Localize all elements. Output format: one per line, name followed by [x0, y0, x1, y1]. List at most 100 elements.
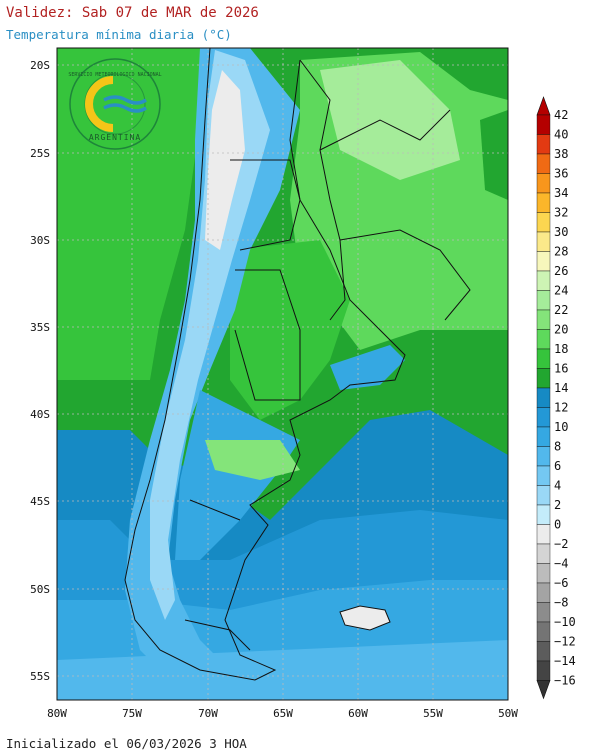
malvinas-islands — [339, 605, 391, 631]
coastlines-borders — [124, 48, 471, 681]
lon-label: 50W — [498, 707, 518, 720]
logo-wave-icon — [103, 103, 147, 113]
legend-level-label: 20 — [554, 323, 568, 337]
legend-swatch — [536, 348, 551, 369]
legend-swatch — [536, 426, 551, 447]
legend-swatch — [536, 329, 551, 350]
legend-level-label: −4 — [554, 557, 568, 571]
latitude-labels: 20S 25S 30S 35S 40S 45S 50S 55S — [30, 59, 50, 683]
legend-level-label: 36 — [554, 167, 568, 181]
legend-swatch — [536, 173, 551, 194]
legend-level-label: −10 — [554, 615, 576, 629]
legend-level-label: 0 — [554, 518, 561, 532]
legend-swatch — [536, 660, 551, 681]
legend-level-label: 10 — [554, 420, 568, 434]
legend-swatch — [536, 192, 551, 213]
legend-level-label: 24 — [554, 284, 568, 298]
lon-label: 80W — [47, 707, 67, 720]
legend-swatch — [536, 309, 551, 330]
legend-level-label: −14 — [554, 654, 576, 668]
legend-swatch — [536, 504, 551, 525]
legend-level-label: 6 — [554, 459, 561, 473]
lon-label: 55W — [423, 707, 443, 720]
legend-swatch — [536, 465, 551, 486]
land-pocket — [480, 110, 508, 200]
legend-level-label: −12 — [554, 635, 576, 649]
longitude-labels: 80W 75W 70W 65W 60W 55W 50W — [47, 707, 518, 720]
legend-level-label: 22 — [554, 303, 568, 317]
lat-label: 25S — [30, 147, 50, 160]
legend-level-label: 4 — [554, 479, 561, 493]
legend-level-label: 42 — [554, 108, 568, 122]
legend-swatch — [536, 621, 551, 642]
map-title: Validez: Sab 07 de MAR de 2026 — [6, 5, 259, 21]
legend-level-label: 38 — [554, 147, 568, 161]
legend-level-label: −16 — [554, 674, 576, 688]
legend-swatch — [536, 563, 551, 584]
legend-swatch — [536, 407, 551, 428]
pampa-field — [230, 240, 350, 420]
logo-sun-icon — [85, 76, 114, 132]
pacific-north-field — [57, 48, 210, 380]
legend-level-label: −6 — [554, 576, 568, 590]
legend-level-label: 18 — [554, 342, 568, 356]
lon-label: 65W — [273, 707, 293, 720]
legend-swatch — [536, 134, 551, 155]
estuary-cool-field — [330, 345, 405, 390]
legend-swatch — [536, 543, 551, 564]
legend-swatch — [536, 524, 551, 545]
lat-label: 35S — [30, 321, 50, 334]
legend-swatch — [536, 582, 551, 603]
legend-swatch — [536, 270, 551, 291]
legend-level-label: 32 — [554, 206, 568, 220]
legend-swatch — [536, 290, 551, 311]
legend-swatch — [536, 602, 551, 623]
valley-warm-pocket — [205, 440, 300, 480]
map-subtitle: Temperatura mínima diaria (°C) — [6, 27, 232, 42]
lat-label: 50S — [30, 583, 50, 596]
legend-swatch — [536, 368, 551, 389]
legend-level-label: 16 — [554, 362, 568, 376]
smn-logo: SERVICIO METEOROLOGICO NACIONAL ARGENTIN… — [68, 58, 162, 150]
lon-label: 70W — [198, 707, 218, 720]
legend-level-label: 28 — [554, 245, 568, 259]
lat-label: 45S — [30, 495, 50, 508]
land-hot-field — [320, 60, 460, 180]
logo-wave-icon — [103, 95, 147, 105]
legend-level-label: 30 — [554, 225, 568, 239]
legend-swatch — [536, 485, 551, 506]
color-legend: 424038363432302826242220181614121086420−… — [536, 96, 576, 700]
lon-label: 60W — [348, 707, 368, 720]
legend-level-label: 40 — [554, 128, 568, 142]
lon-label: 75W — [122, 707, 142, 720]
logo-bottom-text: ARGENTINA — [89, 133, 141, 142]
logo-top-text: SERVICIO METEOROLOGICO NACIONAL — [68, 72, 161, 78]
legend-swatch — [536, 387, 551, 408]
lat-label: 40S — [30, 408, 50, 421]
legend-swatch — [536, 153, 551, 174]
legend-level-label: 12 — [554, 401, 568, 415]
legend-swatch — [536, 251, 551, 272]
legend-arrow-top-icon — [536, 96, 551, 116]
map-field — [57, 48, 508, 700]
legend-swatch — [536, 641, 551, 662]
legend-swatch — [536, 446, 551, 467]
legend-level-label: 26 — [554, 264, 568, 278]
lat-label: 55S — [30, 670, 50, 683]
graticule — [57, 48, 508, 700]
legend-level-label: −8 — [554, 596, 568, 610]
legend-swatch — [536, 231, 551, 252]
map-frame — [56, 47, 509, 701]
legend-swatch — [536, 114, 551, 135]
legend-swatch — [536, 212, 551, 233]
lat-label: 30S — [30, 234, 50, 247]
legend-level-label: 14 — [554, 381, 568, 395]
legend-level-label: 8 — [554, 440, 561, 454]
legend-arrow-bottom-icon — [536, 680, 551, 700]
legend-level-label: 2 — [554, 498, 561, 512]
legend-level-label: 34 — [554, 186, 568, 200]
andes-cold-core — [150, 50, 270, 620]
andes-frost-core — [205, 70, 245, 250]
legend-level-label: −2 — [554, 537, 568, 551]
